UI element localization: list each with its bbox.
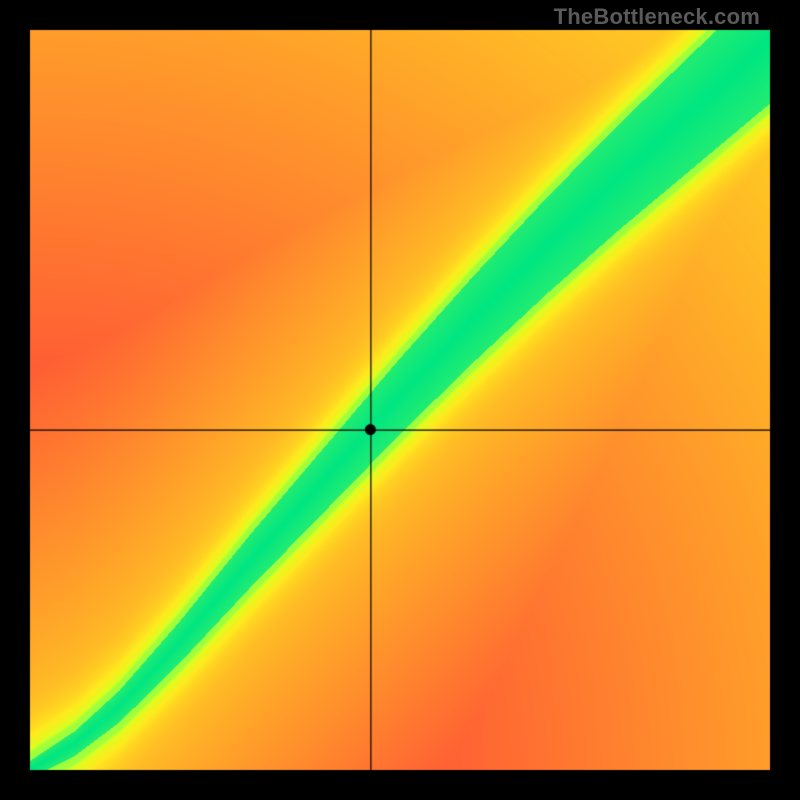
bottleneck-heatmap xyxy=(0,0,800,800)
watermark-text: TheBottleneck.com xyxy=(554,4,760,30)
chart-container: TheBottleneck.com xyxy=(0,0,800,800)
